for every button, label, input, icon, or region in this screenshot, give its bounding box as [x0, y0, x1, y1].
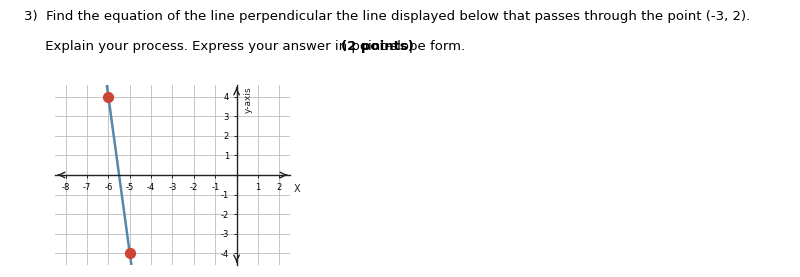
Text: (2 points): (2 points)	[342, 40, 414, 53]
Text: 3)  Find the equation of the line perpendicular the line displayed below that pa: 3) Find the equation of the line perpend…	[24, 10, 750, 23]
Text: y-axis: y-axis	[244, 86, 253, 113]
Point	[102, 94, 115, 99]
Text: X: X	[294, 184, 300, 194]
Text: Explain your process. Express your answer in point-slope form.: Explain your process. Express your answe…	[24, 40, 474, 53]
Point	[123, 251, 136, 255]
